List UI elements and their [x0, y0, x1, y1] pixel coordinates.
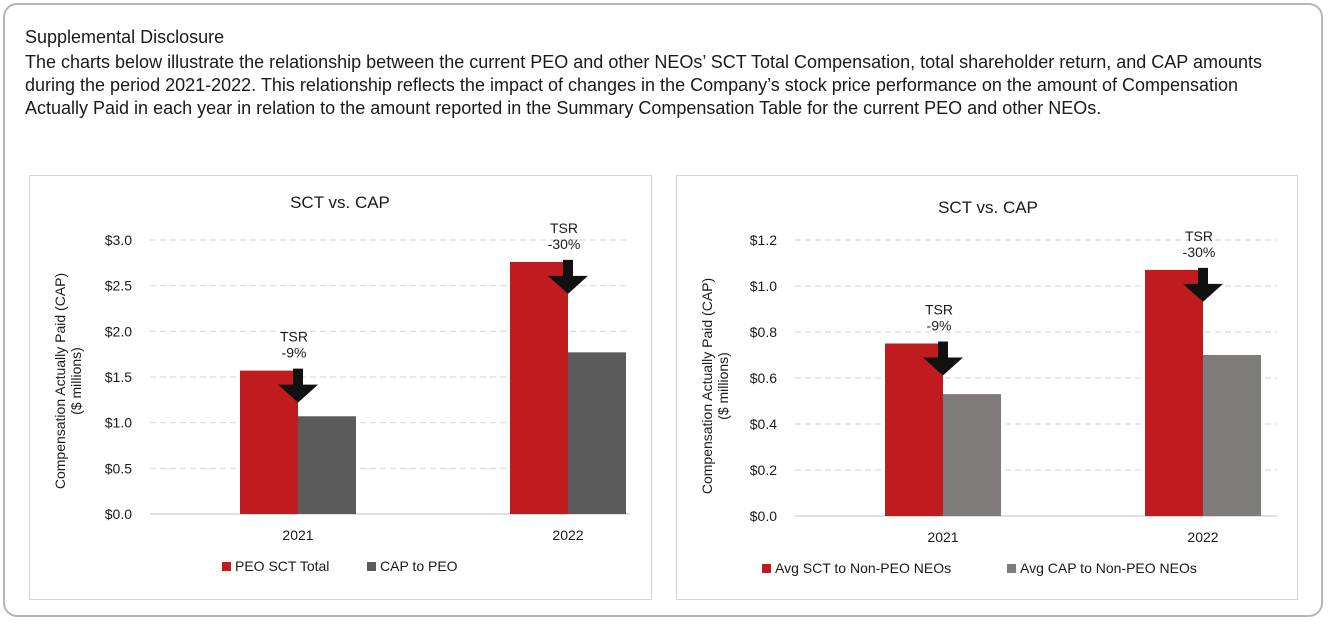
chart-title: SCT vs. CAP	[938, 198, 1038, 217]
legend-swatch	[1007, 564, 1016, 573]
y-tick-label: $1.0	[750, 278, 777, 294]
x-tick-label: 2022	[552, 527, 583, 543]
y-tick-label: $0.6	[750, 370, 777, 386]
legend-swatch	[762, 564, 771, 573]
tsr-down-arrow-icon	[278, 368, 318, 403]
bar-avg-cap-to-non-peo-neos-2022	[1203, 355, 1261, 516]
y-tick-label: $1.2	[750, 232, 777, 248]
neo-sct-vs-cap-chart: SCT vs. CAP $0.0 $0.2 $0.4 $0.6 $0.8 $1.0 $1.2 C…	[699, 198, 1277, 576]
tsr-down-arrow-icon	[548, 259, 588, 294]
bar-avg-cap-to-non-peo-neos-2021	[943, 394, 1001, 516]
tsr-annotation-value: -9%	[927, 318, 952, 334]
y-axis-label: Compensation Actually Paid (CAP) ($ milli…	[52, 273, 84, 489]
y-tick-label: $0.8	[750, 324, 777, 340]
intro-paragraph: The charts below illustrate the relation…	[25, 52, 1262, 118]
legend-label: PEO SCT Total	[235, 558, 329, 574]
y-tick-label: $1.5	[105, 369, 132, 385]
bar-cap-to-peo-2022	[568, 352, 626, 514]
y-tick-label: $3.0	[105, 232, 132, 248]
tsr-down-arrow-icon	[1183, 267, 1223, 302]
y-tick-label: $2.0	[105, 323, 132, 339]
y-tick-label: $1.0	[105, 415, 132, 431]
y-axis-label-line2: ($ millions)	[68, 347, 84, 415]
tsr-annotation-value: -9%	[282, 345, 307, 361]
tsr-annotation-label: TSR	[280, 329, 308, 345]
y-tick-label: $0.2	[750, 462, 777, 478]
tsr-annotation-label: TSR	[1185, 228, 1213, 244]
bar-cap-to-peo-2021	[298, 416, 356, 514]
y-tick-label: $0.4	[750, 416, 777, 432]
tsr-annotation-value: -30%	[548, 236, 581, 252]
bar-peo-sct-total-2021	[240, 370, 298, 514]
y-axis-label-line1: Compensation Actually Paid (CAP)	[699, 278, 715, 494]
neo-chart-panel: SCT vs. CAP $0.0 $0.2 $0.4 $0.6 $0.8 $1.0 $1.2 C…	[676, 175, 1298, 600]
legend-label: Avg SCT to Non-PEO NEOs	[775, 560, 951, 576]
y-tick-label: $0.0	[105, 506, 132, 522]
y-tick-label: $0.5	[105, 460, 132, 476]
peo-sct-vs-cap-chart: SCT vs. CAP $0.0 $0.5 $1.0 $1.5 $2.0 $2.5 $3.0 C…	[52, 193, 630, 574]
tsr-down-arrow-icon	[923, 341, 963, 376]
tsr-annotation-label: TSR	[925, 302, 953, 318]
legend-swatch	[367, 562, 376, 571]
x-tick-label: 2022	[1187, 529, 1218, 545]
peo-chart-panel: SCT vs. CAP $0.0 $0.5 $1.0 $1.5 $2.0 $2.5 $3.0 C…	[29, 175, 652, 600]
bar-peo-sct-total-2022	[510, 261, 568, 514]
section-heading: Supplemental Disclosure	[25, 27, 225, 47]
legend-label: Avg CAP to Non-PEO NEOs	[1020, 560, 1197, 576]
legend-swatch	[222, 562, 231, 571]
y-axis-label: Compensation Actually Paid (CAP) ($ milli…	[699, 278, 731, 494]
x-tick-label: 2021	[927, 529, 958, 545]
bar-avg-sct-to-non-peo-neos-2021	[885, 343, 943, 516]
tsr-annotation-label: TSR	[550, 220, 578, 236]
chart-title: SCT vs. CAP	[290, 193, 390, 212]
y-tick-label: $2.5	[105, 278, 132, 294]
y-tick-label: $0.0	[750, 508, 777, 524]
y-axis-label-line1: Compensation Actually Paid (CAP)	[52, 273, 68, 489]
x-tick-label: 2021	[282, 527, 313, 543]
legend-label: CAP to PEO	[380, 558, 458, 574]
tsr-annotation-value: -30%	[1183, 244, 1216, 260]
bar-avg-sct-to-non-peo-neos-2022	[1145, 269, 1203, 516]
y-axis-label-line2: ($ millions)	[715, 352, 731, 420]
